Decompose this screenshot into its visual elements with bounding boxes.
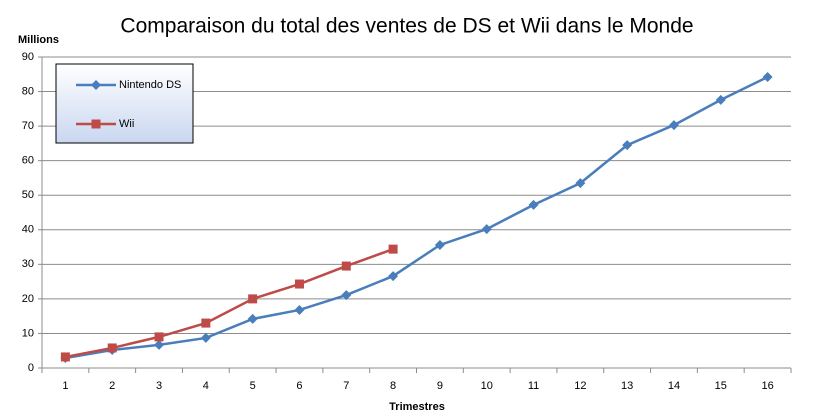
x-tick-label: 14 (668, 380, 680, 392)
data-point (341, 261, 351, 271)
x-tick-label: 5 (250, 380, 256, 392)
data-point (388, 271, 399, 282)
data-point (668, 120, 679, 131)
data-point (247, 313, 258, 324)
data-point (294, 279, 304, 289)
data-point (341, 290, 352, 301)
y-tick-label: 40 (22, 224, 34, 236)
data-point (200, 332, 211, 343)
legend-label: Wii (119, 118, 134, 130)
x-axis-label: Trimestres (389, 401, 445, 413)
data-point (107, 343, 117, 353)
data-point (528, 199, 539, 210)
x-tick-label: 4 (203, 380, 209, 392)
y-tick-label: 90 (22, 51, 34, 63)
series-line (65, 247, 394, 359)
data-point (91, 80, 101, 90)
x-tick-label: 9 (437, 380, 443, 392)
data-point (248, 294, 258, 304)
data-point (762, 72, 773, 83)
data-point (201, 318, 211, 328)
legend-label: Nintendo DS (119, 79, 181, 91)
x-tick-label: 10 (481, 380, 493, 392)
chart-title: Comparaison du total des ventes de DS et… (120, 15, 693, 38)
y-tick-label: 70 (22, 120, 34, 132)
x-tick-label: 1 (62, 380, 68, 392)
y-tick-label: 0 (28, 362, 34, 374)
data-point (434, 239, 445, 250)
data-point (91, 119, 101, 129)
y-tick-label: 50 (22, 189, 34, 201)
data-point (575, 178, 586, 189)
data-point (154, 339, 165, 350)
data-point (715, 94, 726, 105)
data-point (60, 352, 70, 362)
x-tick-label: 8 (390, 380, 396, 392)
y-tick-label: 20 (22, 293, 34, 305)
x-tick-label: 6 (296, 380, 302, 392)
x-tick-label: 16 (761, 380, 773, 392)
x-tick-label: 3 (156, 380, 162, 392)
series-line (65, 75, 769, 360)
x-tick-label: 13 (621, 380, 633, 392)
data-point (154, 332, 164, 342)
data-point (622, 140, 633, 151)
x-tick-label: 2 (109, 380, 115, 392)
x-tick-label: 15 (715, 380, 727, 392)
data-point (388, 244, 398, 254)
legend-box (55, 63, 194, 144)
x-tick-label: 12 (574, 380, 586, 392)
y-tick-label: 60 (22, 155, 34, 167)
data-point (294, 304, 305, 315)
y-axis-label: Millions (18, 34, 59, 46)
y-tick-label: 80 (22, 85, 34, 97)
x-tick-label: 7 (343, 380, 349, 392)
y-tick-label: 10 (22, 327, 34, 339)
y-tick-label: 30 (22, 258, 34, 270)
x-tick-label: 11 (528, 380, 539, 392)
data-point (481, 224, 492, 235)
